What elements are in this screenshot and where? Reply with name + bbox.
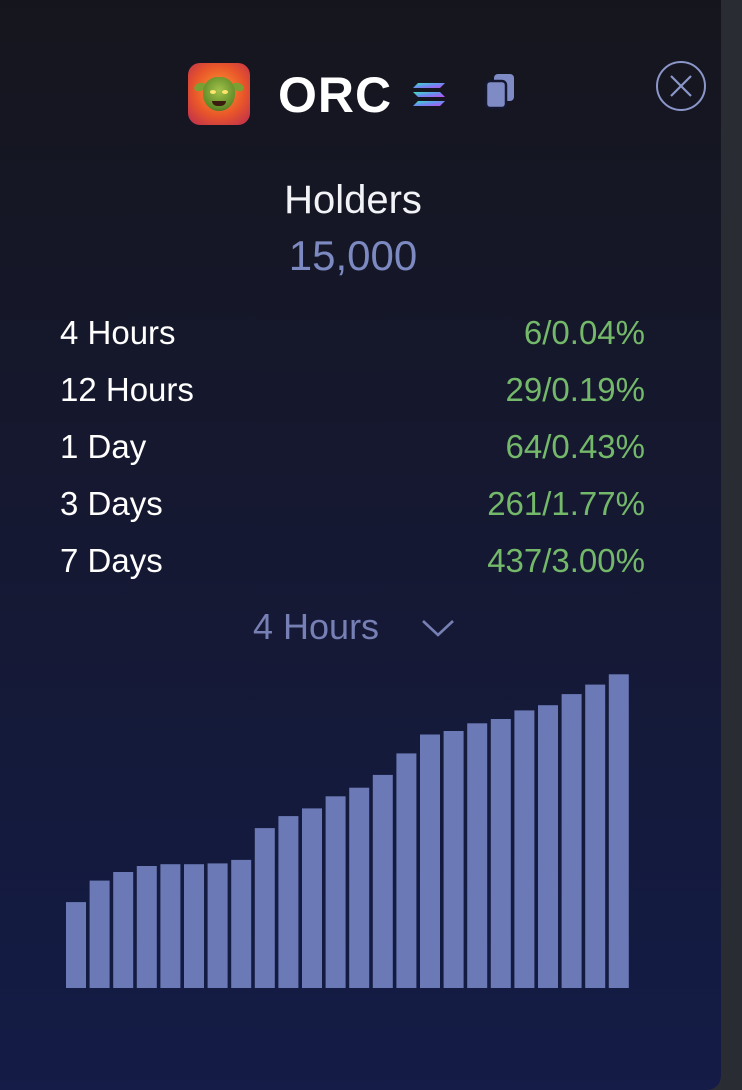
chart-bar bbox=[490, 719, 511, 988]
chart-bar bbox=[608, 674, 629, 988]
orc-mouth bbox=[212, 101, 226, 106]
chart-bar bbox=[136, 866, 157, 988]
chart-bar bbox=[514, 710, 535, 988]
chart-bar bbox=[561, 694, 582, 988]
orc-eye-left bbox=[210, 90, 216, 94]
orc-face-icon bbox=[203, 77, 235, 111]
stat-row-12-hours: 12 Hours 29/0.19% bbox=[60, 362, 645, 419]
chart-bar bbox=[160, 864, 181, 988]
chart-bar bbox=[443, 731, 464, 988]
period-dropdown[interactable]: 4 Hours bbox=[253, 601, 463, 651]
stat-label: 7 Days bbox=[60, 542, 163, 579]
stat-value: 6/0.04% bbox=[523, 314, 645, 351]
background-strip bbox=[721, 0, 742, 1090]
stat-label: 3 Days bbox=[60, 485, 163, 522]
token-holders-panel: ORC Holders 15,000 4 Hours 6/ bbox=[0, 0, 721, 1090]
stat-label: 12 Hours bbox=[60, 371, 194, 408]
chart-bar bbox=[538, 705, 558, 988]
stat-row-3-days: 3 Days 261/1.77% bbox=[60, 476, 645, 533]
holders-count: 15,000 bbox=[288, 232, 418, 279]
chart-bar bbox=[113, 872, 134, 988]
stat-row-4-hours: 4 Hours 6/0.04% bbox=[60, 305, 645, 362]
token-header: ORC bbox=[0, 60, 721, 128]
solana-icon bbox=[413, 83, 445, 106]
stat-value: 437/3.00% bbox=[487, 542, 645, 579]
chart-bar bbox=[372, 774, 393, 988]
chart-bar bbox=[231, 859, 252, 988]
chart-bar bbox=[207, 863, 228, 988]
holders-bar-chart bbox=[66, 674, 629, 988]
holders-title: Holders bbox=[284, 178, 422, 222]
chart-bar bbox=[184, 864, 204, 988]
chart-bar bbox=[89, 880, 110, 988]
holder-change-list: 4 Hours 6/0.04% 12 Hours 29/0.19% 1 Day … bbox=[60, 305, 645, 590]
chart-bar bbox=[420, 734, 440, 988]
chart-bar bbox=[349, 787, 370, 988]
stat-row-1-day: 1 Day 64/0.43% bbox=[60, 419, 645, 476]
chart-bar bbox=[278, 816, 299, 988]
stat-value: 261/1.77% bbox=[487, 485, 645, 522]
chart-bar bbox=[66, 902, 86, 988]
stat-row-7-days: 7 Days 437/3.00% bbox=[60, 533, 645, 590]
chevron-down-icon bbox=[422, 620, 454, 637]
chart-bar bbox=[467, 723, 488, 988]
chart-bar bbox=[585, 684, 606, 988]
chart-bar bbox=[302, 808, 322, 988]
token-name: ORC bbox=[278, 67, 393, 123]
token-avatar bbox=[188, 63, 250, 125]
stat-value: 29/0.19% bbox=[505, 371, 645, 408]
stat-value: 64/0.43% bbox=[505, 428, 645, 465]
orc-eye-right bbox=[222, 90, 228, 94]
close-button[interactable] bbox=[655, 60, 707, 112]
stat-label: 4 Hours bbox=[60, 314, 176, 351]
copy-icon[interactable] bbox=[484, 72, 516, 110]
chart-bar bbox=[396, 753, 417, 988]
chart-bar bbox=[325, 796, 346, 988]
stat-label: 1 Day bbox=[60, 428, 147, 465]
period-dropdown-value: 4 Hours bbox=[253, 606, 380, 647]
chart-bar bbox=[254, 828, 275, 988]
